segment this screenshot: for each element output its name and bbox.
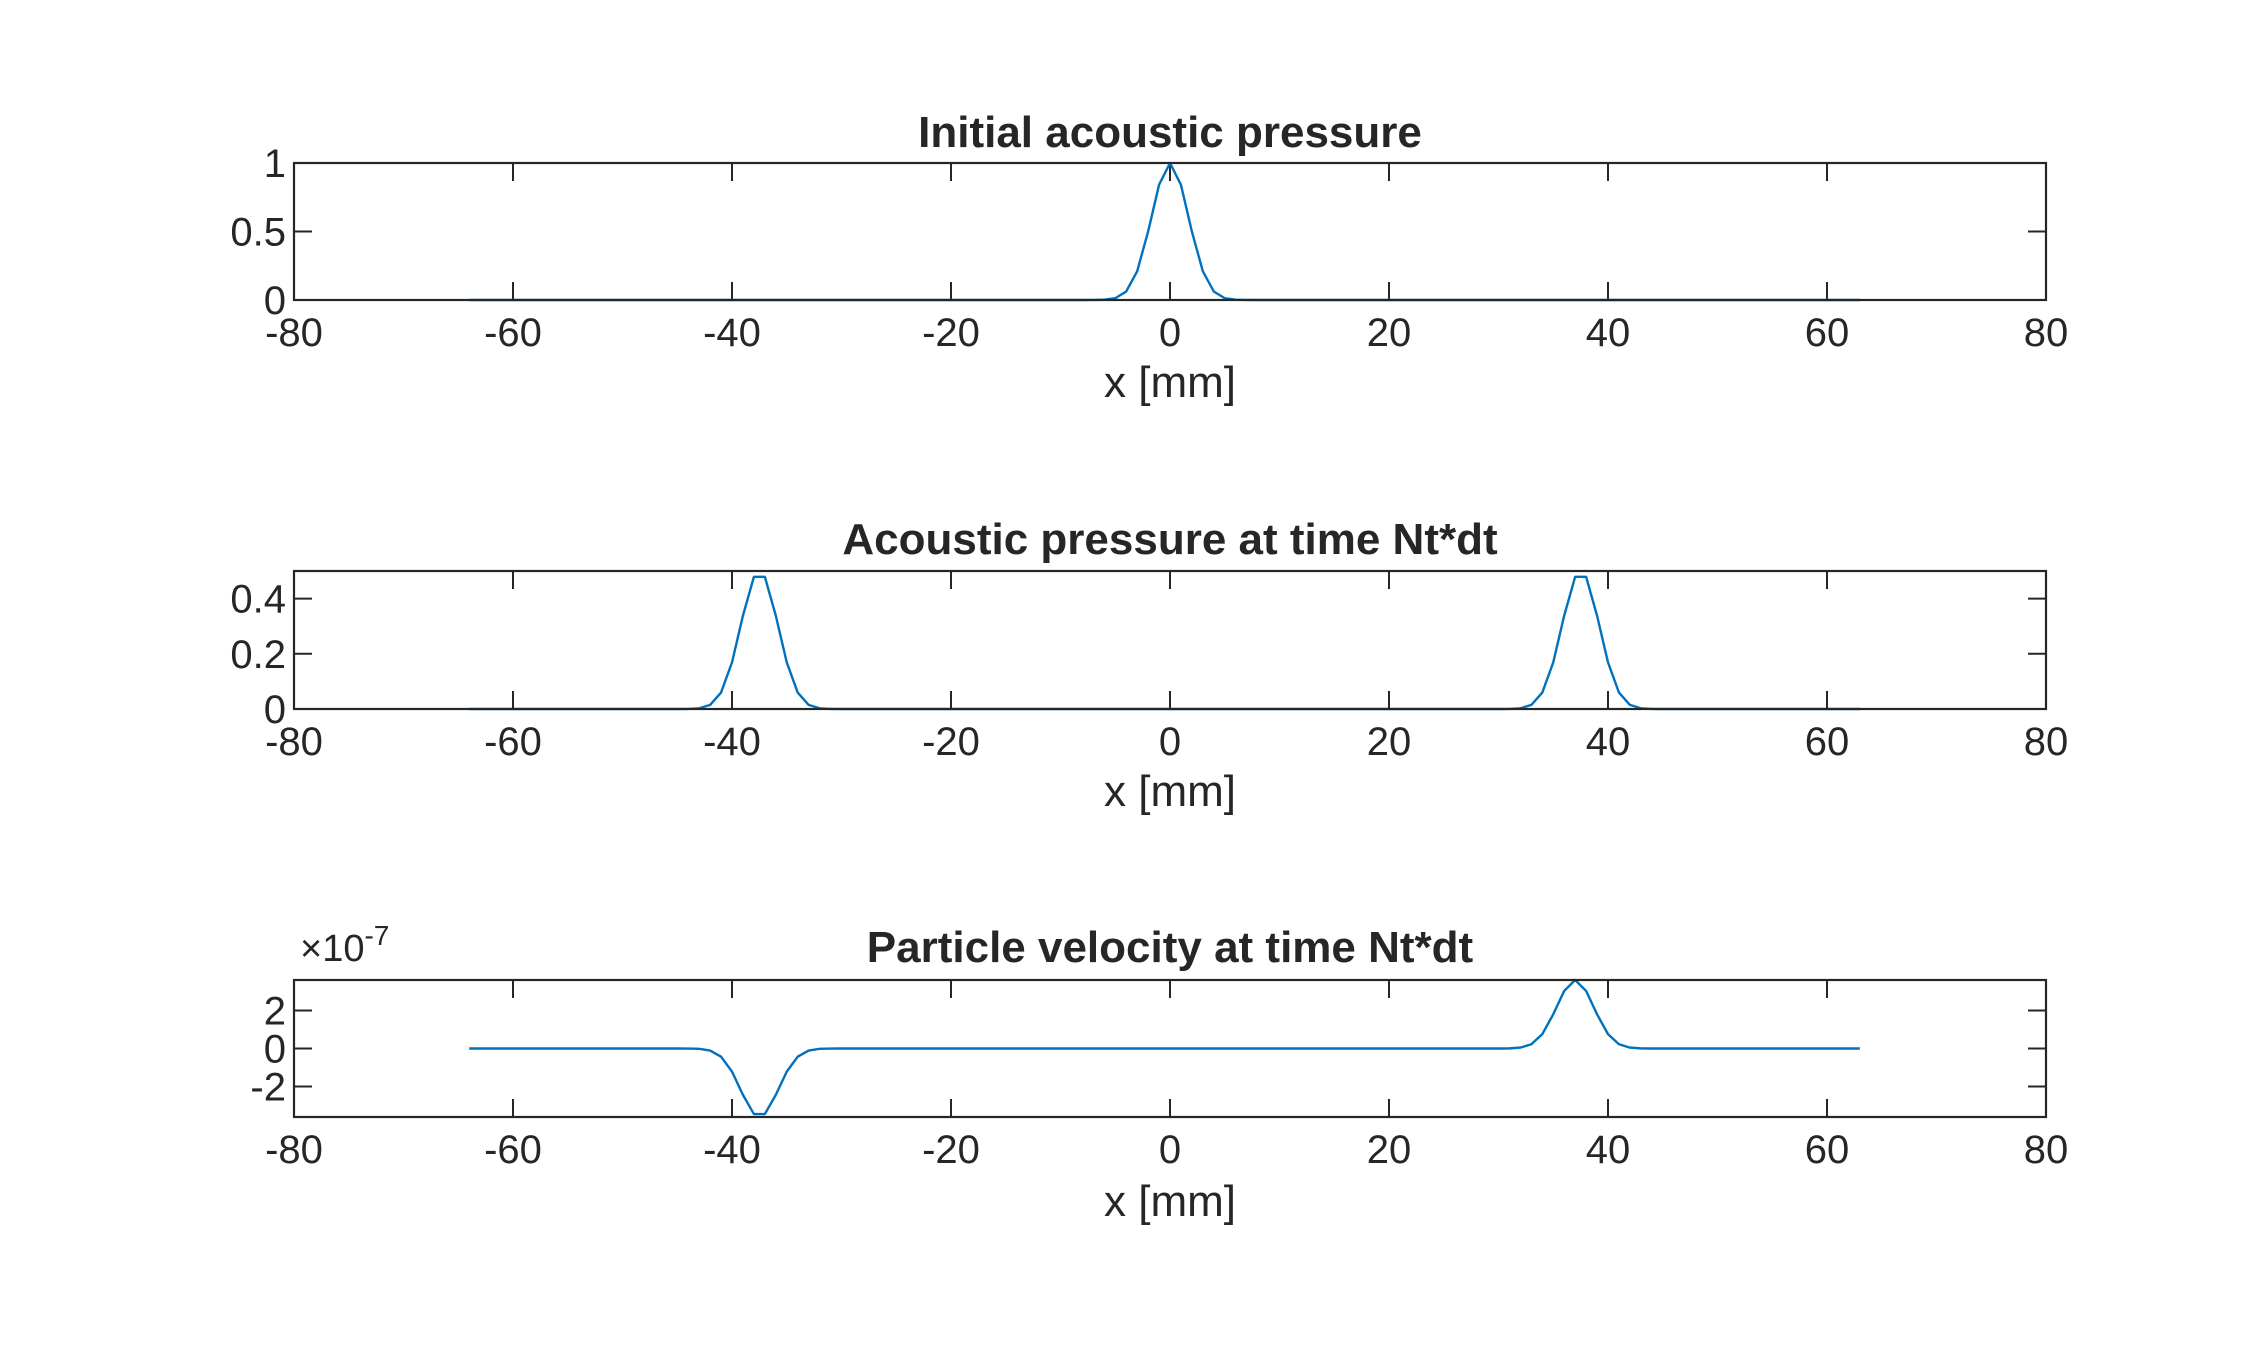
- x-tick-label: 40: [1586, 1128, 1631, 1172]
- subplot-pressure-at-time: Acoustic pressure at time Nt*dt -80 -60 -4…: [230, 515, 2068, 816]
- x-tick-label: 20: [1367, 720, 1412, 764]
- plot-title: Acoustic pressure at time Nt*dt: [842, 515, 1498, 564]
- x-tick-label: 20: [1367, 1128, 1412, 1172]
- x-tick-label: -80: [265, 720, 323, 764]
- ticks: -80 -60 -40 -20 0 20 40 60 80 0 0.5 1: [230, 142, 2068, 355]
- x-axis-label: x [mm]: [1104, 1177, 1236, 1226]
- series-line: [469, 575, 1860, 711]
- x-tick-label: 40: [1586, 720, 1631, 764]
- x-axis-label: x [mm]: [1104, 358, 1236, 407]
- x-tick-label: 0: [1159, 720, 1181, 764]
- x-tick-label: 80: [2024, 311, 2069, 355]
- plot-title: Initial acoustic pressure: [918, 108, 1422, 157]
- x-tick-label: 0: [1159, 311, 1181, 355]
- x-tick-label: -20: [922, 1128, 980, 1172]
- subplot-particle-velocity: Particle velocity at time Nt*dt ×10-7 -8…: [250, 920, 2068, 1226]
- y-tick-label: 0.2: [230, 633, 286, 677]
- subplot-initial-pressure: Initial acoustic pressure -80 -60 -40 -20 0 2…: [230, 108, 2068, 407]
- x-tick-label: -20: [922, 720, 980, 764]
- y-tick-label: 0: [264, 1028, 286, 1072]
- series-line: [469, 978, 1860, 1116]
- x-tick-label: 0: [1159, 1128, 1181, 1172]
- x-tick-label: -60: [484, 311, 542, 355]
- x-tick-label: 20: [1367, 311, 1412, 355]
- x-tick-label: 60: [1805, 720, 1850, 764]
- axes-box: [292, 569, 2048, 711]
- x-tick-label: 80: [2024, 720, 2069, 764]
- axes-box: [292, 161, 2048, 302]
- x-tick-label: 60: [1805, 311, 1850, 355]
- ticks: -80 -60 -40 -20 0 20 40 60 80 0 0.2 0.4: [230, 571, 2068, 764]
- y-tick-label: 2: [264, 989, 286, 1033]
- y-tick-label: 0.4: [230, 578, 286, 622]
- y-tick-label: 0: [264, 279, 286, 323]
- x-tick-label: -60: [484, 1128, 542, 1172]
- x-tick-label: 80: [2024, 1128, 2069, 1172]
- ticks: -80 -60 -40 -20 0 20 40 60 80-202: [250, 980, 2068, 1172]
- x-tick-label: 60: [1805, 1128, 1850, 1172]
- x-tick-label: 40: [1586, 311, 1631, 355]
- x-tick-label: -20: [922, 311, 980, 355]
- x-axis-label: x [mm]: [1104, 767, 1236, 816]
- series-line: [469, 161, 1860, 302]
- x-tick-label: -40: [703, 1128, 761, 1172]
- x-tick-label: -60: [484, 720, 542, 764]
- x-tick-label: -40: [703, 720, 761, 764]
- x-tick-label: -40: [703, 311, 761, 355]
- y-tick-label: -2: [250, 1066, 286, 1110]
- y-tick-label: 0.5: [230, 211, 286, 255]
- axes-box: [292, 978, 2048, 1119]
- exponent-label: ×10-7: [300, 920, 389, 970]
- plot-title: Particle velocity at time Nt*dt: [867, 923, 1474, 972]
- y-tick-label: 0: [264, 688, 286, 732]
- y-tick-label: 1: [264, 142, 286, 186]
- x-tick-label: -80: [265, 1128, 323, 1172]
- x-tick-label: -80: [265, 311, 323, 355]
